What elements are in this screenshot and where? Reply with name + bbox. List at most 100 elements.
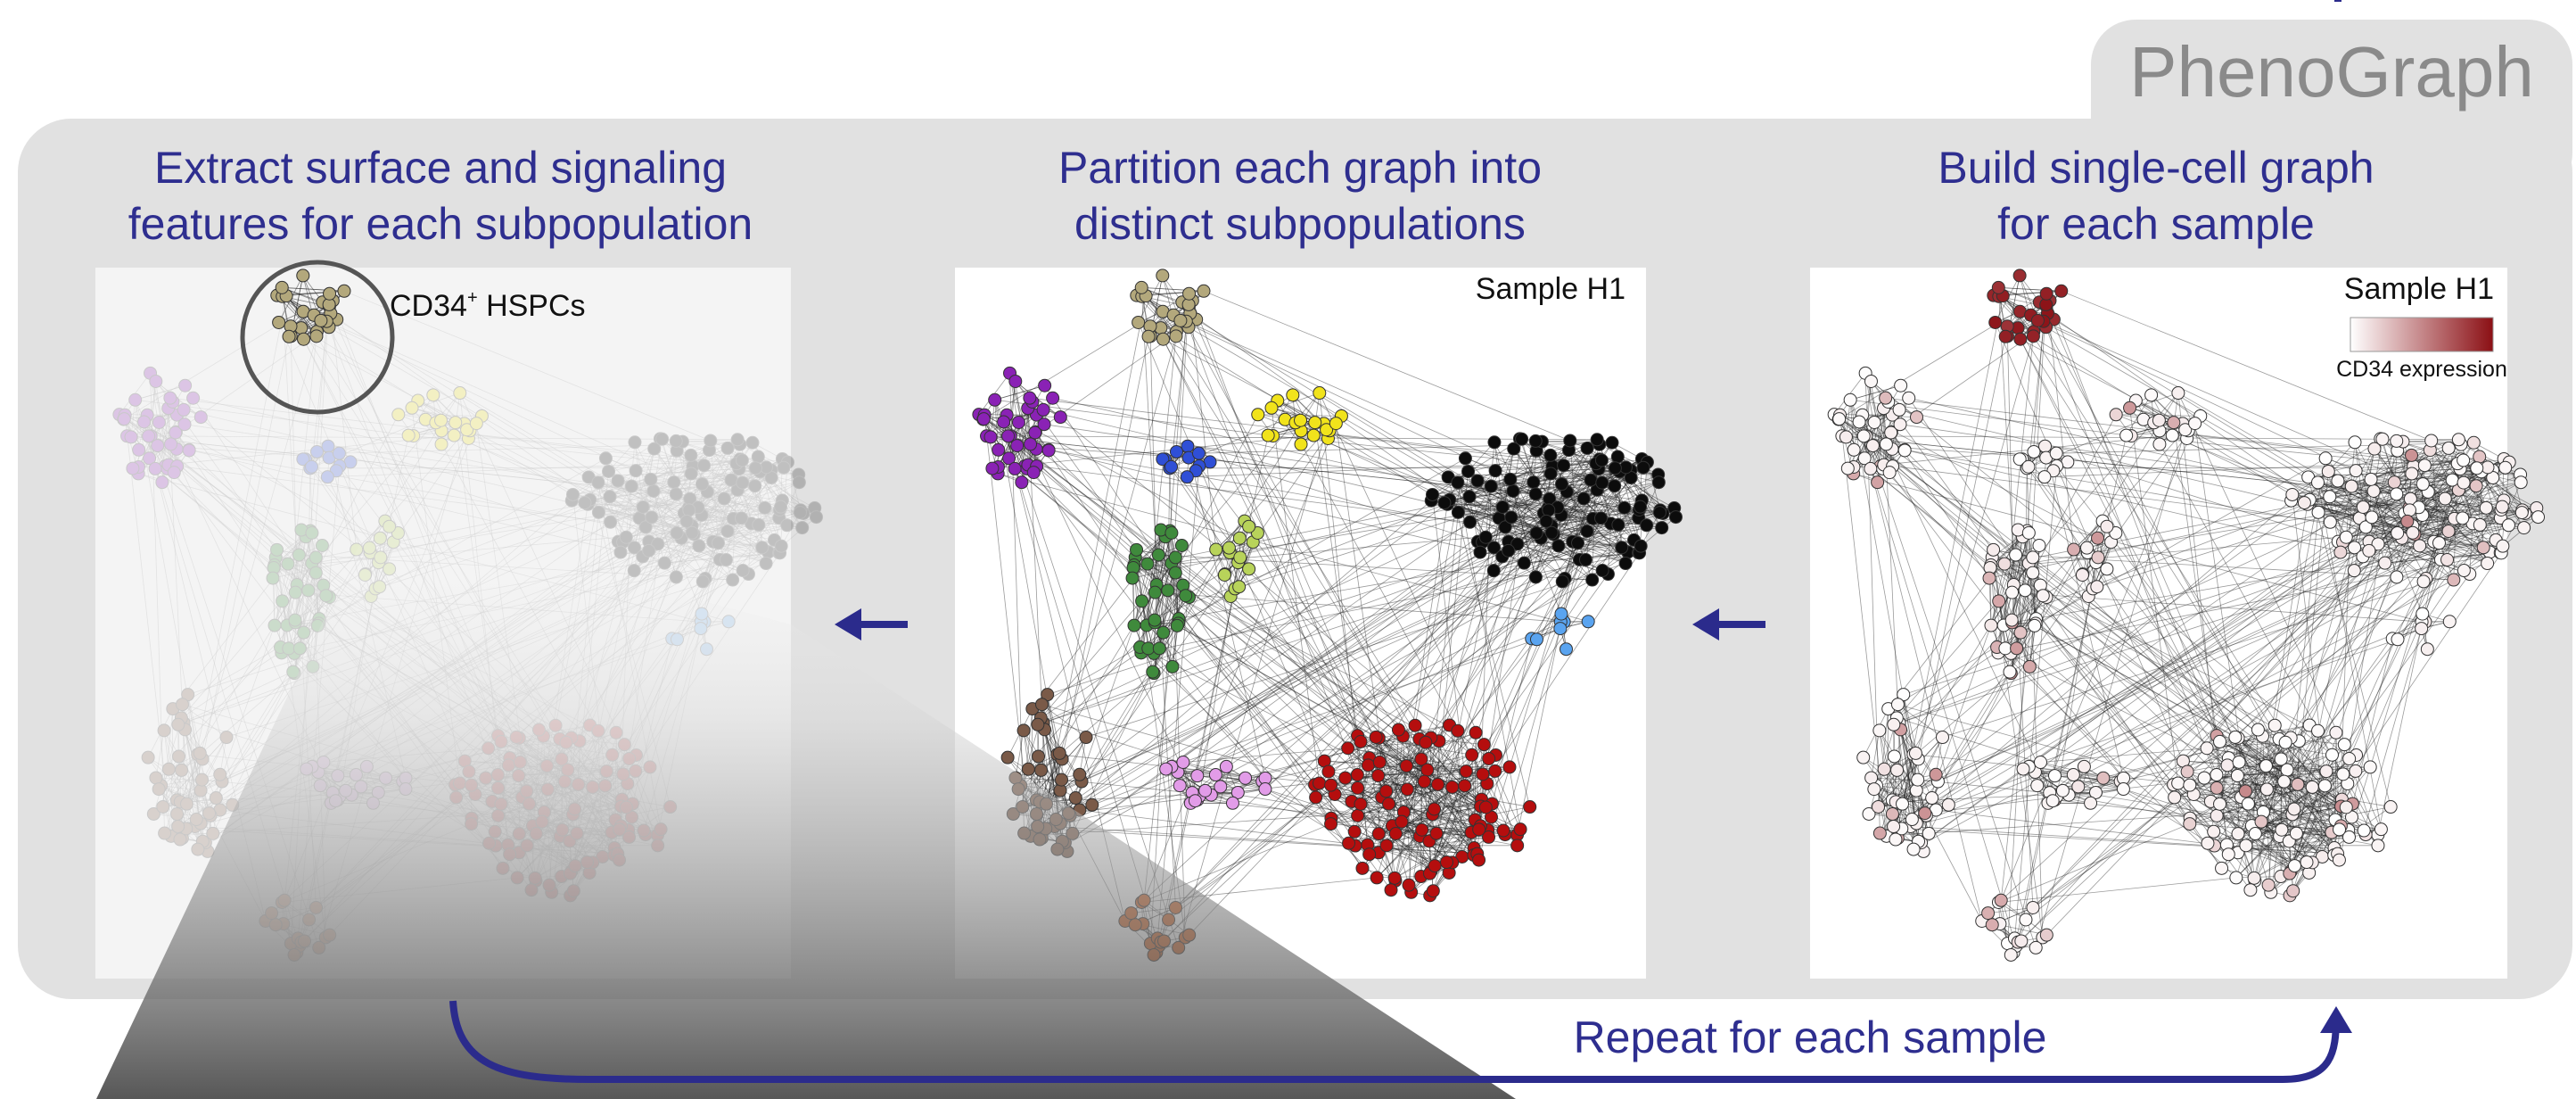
graph-node bbox=[670, 443, 684, 458]
graph-node bbox=[602, 464, 616, 478]
graph-node bbox=[1408, 718, 1422, 732]
graph-node bbox=[177, 417, 192, 432]
graph-node bbox=[1002, 451, 1016, 466]
graph-node bbox=[2278, 735, 2292, 749]
graph-node bbox=[131, 459, 145, 474]
graph-node bbox=[294, 523, 309, 537]
graph-node bbox=[2325, 748, 2340, 762]
graph-node bbox=[275, 646, 289, 660]
graph-node bbox=[1338, 771, 1353, 785]
graph-node bbox=[1085, 797, 1099, 812]
build-sample-label: Sample H1 bbox=[2344, 272, 2494, 306]
graph-node bbox=[772, 502, 786, 516]
graph-node bbox=[2229, 871, 2243, 885]
graph-node bbox=[2348, 435, 2362, 450]
graph-node bbox=[391, 408, 406, 422]
graph-node bbox=[1371, 769, 1386, 783]
graph-node bbox=[1584, 473, 1598, 487]
graph-node bbox=[2457, 453, 2471, 467]
graph-node bbox=[2210, 808, 2224, 822]
graph-node bbox=[2495, 500, 2509, 514]
graph-node bbox=[772, 546, 786, 560]
graph-node bbox=[1590, 433, 1604, 447]
graph-node bbox=[2337, 738, 2351, 752]
graph-node bbox=[695, 477, 709, 492]
graph-node bbox=[2363, 760, 2377, 774]
graph-node bbox=[2248, 827, 2262, 841]
graph-node bbox=[179, 822, 193, 836]
graph-node bbox=[1148, 585, 1162, 599]
graph-node bbox=[1010, 439, 1025, 453]
graph-node bbox=[2274, 752, 2288, 766]
graph-node bbox=[2090, 580, 2104, 594]
graph-node bbox=[2228, 730, 2243, 744]
graph-node bbox=[1513, 822, 1527, 837]
graph-node bbox=[1478, 530, 1493, 544]
graph-node bbox=[267, 558, 282, 573]
graph-node bbox=[309, 566, 323, 580]
graph-node bbox=[2441, 524, 2456, 538]
graph-node bbox=[2026, 900, 2040, 914]
graph-node bbox=[166, 395, 180, 409]
graph-node bbox=[171, 717, 185, 731]
graph-node bbox=[303, 524, 317, 538]
graph-node bbox=[1151, 548, 1165, 562]
graph-node bbox=[299, 530, 313, 544]
graph-node bbox=[1528, 487, 1543, 501]
graph-node bbox=[1134, 280, 1148, 294]
graph-node bbox=[726, 573, 740, 587]
graph-node bbox=[809, 510, 823, 525]
graph-node bbox=[2012, 452, 2027, 467]
graph-node bbox=[1496, 823, 1510, 838]
graph-node bbox=[1909, 410, 1923, 425]
graph-node bbox=[1242, 519, 1256, 533]
graph-node bbox=[209, 791, 223, 806]
graph-node bbox=[401, 428, 416, 442]
graph-node bbox=[117, 412, 131, 426]
graph-node bbox=[1008, 374, 1023, 388]
graph-node bbox=[2275, 822, 2289, 837]
graph-node bbox=[161, 401, 176, 416]
graph-node bbox=[299, 452, 313, 467]
graph-node bbox=[1073, 767, 1087, 781]
graph-node bbox=[1233, 550, 1247, 565]
graph-node bbox=[1593, 511, 1608, 525]
graph-node bbox=[1036, 402, 1050, 417]
graph-node bbox=[2100, 519, 2114, 533]
graph-node bbox=[2232, 755, 2246, 769]
graph-node bbox=[169, 408, 184, 422]
arrow-build-to-partition bbox=[1692, 608, 1765, 640]
graph-node bbox=[720, 524, 735, 538]
graph-node bbox=[653, 432, 667, 446]
graph-node bbox=[280, 618, 294, 632]
graph-node bbox=[795, 521, 810, 535]
graph-node bbox=[1872, 723, 1887, 738]
graph-node bbox=[2037, 470, 2052, 484]
graph-node bbox=[1503, 472, 1518, 486]
graph-node bbox=[2152, 437, 2167, 451]
graph-node bbox=[1856, 429, 1871, 443]
graph-node bbox=[1239, 771, 1253, 785]
graph-node bbox=[808, 500, 822, 515]
graph-node bbox=[1892, 402, 1906, 417]
graph-node bbox=[2180, 764, 2194, 779]
graph-node bbox=[1459, 764, 1473, 779]
graph-node bbox=[1198, 783, 1213, 797]
graph-node bbox=[1617, 500, 1632, 515]
graph-node bbox=[2375, 432, 2390, 446]
graph-node bbox=[2405, 448, 2419, 462]
graph-node bbox=[1419, 735, 1433, 749]
graph-node bbox=[768, 533, 782, 547]
graph-node bbox=[171, 819, 185, 833]
graph-node bbox=[1887, 749, 1901, 764]
graph-node bbox=[682, 503, 696, 517]
graph-node bbox=[2514, 475, 2528, 490]
graph-node bbox=[2171, 776, 2185, 790]
graph-node bbox=[1857, 451, 1872, 466]
graph-node bbox=[1458, 779, 1472, 793]
graph-node bbox=[1527, 475, 1541, 490]
graph-node bbox=[2479, 500, 2493, 515]
graph-node bbox=[2333, 545, 2348, 559]
graph-node bbox=[118, 408, 132, 422]
graph-node bbox=[167, 466, 181, 480]
